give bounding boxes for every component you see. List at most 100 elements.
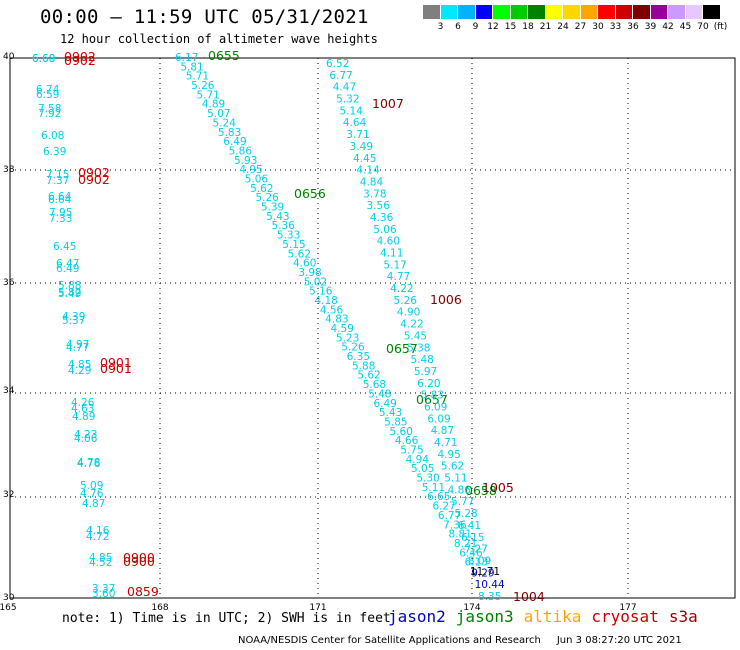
scale-swatch	[650, 5, 668, 19]
wave-height-value: 4.06	[74, 433, 98, 445]
pass-time-label: 1007	[372, 96, 404, 111]
wave-height-value: 4.39	[62, 311, 85, 323]
wave-height-value: 6.49	[223, 136, 246, 148]
wave-height-value: 4.78	[77, 457, 100, 469]
scale-swatch	[633, 5, 651, 19]
pass-time-label: 1004	[513, 589, 545, 604]
scale-swatch	[598, 5, 616, 19]
wave-height-value: 4.89	[202, 99, 225, 111]
wave-height-value: 5.45	[404, 330, 427, 342]
credit-text: NOAA/NESDIS Center for Satellite Applica…	[238, 635, 541, 646]
color-scale-bar	[423, 5, 721, 19]
scale-swatch	[563, 5, 581, 19]
pass-time-label: 0657	[416, 392, 448, 407]
satellite-legend: jason2 jason3 altika cryosat s3a	[388, 607, 708, 626]
page-subtitle: 12 hour collection of altimeter wave hei…	[60, 32, 378, 46]
wave-height-value: 4.11	[380, 248, 403, 260]
legend-item-altika: altika	[523, 607, 582, 626]
wave-height-value: 5.24	[213, 117, 237, 129]
wave-height-value: 5.88	[58, 280, 81, 292]
scale-label: 70	[697, 22, 709, 32]
wave-height-value: 5.93	[234, 155, 257, 167]
x-tick-label: 177	[619, 603, 636, 613]
wave-height-value: 5.05	[411, 463, 434, 475]
wave-height-value: 6.74	[36, 84, 60, 96]
wave-height-value: 4.84	[360, 176, 384, 188]
wave-height-value: 7.92	[38, 108, 61, 120]
pass-time-label: 1005	[482, 480, 514, 495]
wave-height-value: 8.21	[454, 538, 477, 550]
wave-height-value: 6.09	[424, 401, 447, 413]
wave-height-value: 6.49	[373, 398, 396, 410]
wave-height-value: 4.87	[82, 498, 105, 510]
wave-height-value: 4.60	[293, 258, 316, 270]
wave-height-value: 4.14	[356, 165, 380, 177]
wave-height-value: 5.37	[62, 315, 85, 327]
scale-label: 24	[557, 22, 569, 32]
grid-lines	[10, 58, 735, 598]
wave-height-value: 7.58	[38, 103, 61, 115]
wave-height-value: 5.83	[218, 127, 241, 139]
pass-time-label: 0902	[78, 165, 110, 180]
wave-height-value: 6.77	[438, 510, 461, 522]
wave-height-value: 4.56	[320, 304, 344, 316]
scale-label: 42	[662, 22, 674, 32]
scale-label: 27	[574, 22, 587, 32]
wave-height-value: 6.59	[36, 89, 59, 101]
wave-height-value: 5.62	[250, 183, 273, 195]
wave-height-value: 5.62	[357, 370, 380, 382]
scale-label: 45	[679, 22, 692, 32]
wave-height-value: 11.71	[470, 566, 500, 578]
wave-height-value: 3.37	[92, 583, 115, 595]
wave-height-value: 3.71	[346, 129, 369, 141]
wave-height-value: 5.43	[379, 407, 402, 419]
wave-height-value: 5.97	[414, 366, 437, 378]
legend-item-jason3: jason3	[455, 607, 514, 626]
wave-height-value: 5.48	[368, 388, 391, 400]
wave-height-value: 4.64	[343, 117, 367, 129]
credit-line: NOAA/NESDIS Center for Satellite Applica…	[238, 635, 682, 646]
scale-swatch	[545, 5, 563, 19]
wave-height-value: 4.83	[325, 314, 348, 326]
wave-height-value: 5.81	[180, 61, 203, 73]
wave-height-value: 5.32	[336, 94, 359, 106]
wave-height-value: 4.77	[66, 342, 89, 354]
wave-height-value: 4.16	[86, 525, 110, 537]
wave-height-value: 7.95	[49, 207, 72, 219]
wave-height-value: 5.06	[373, 224, 397, 236]
x-tick-label: 174	[463, 603, 480, 613]
pass-time-label: 0656	[294, 186, 326, 201]
wave-height-value: 3.98	[298, 267, 321, 279]
scale-label: 3	[437, 22, 444, 32]
wave-height-value: 4.97	[66, 339, 89, 351]
wave-height-value: 5.26	[191, 80, 215, 92]
x-tick-label: 165	[0, 603, 17, 613]
wave-height-value: 5.68	[363, 379, 386, 391]
wave-height-value: 6.27	[432, 501, 455, 513]
pass-time-label: 0900	[123, 550, 155, 565]
scale-swatch	[668, 5, 686, 19]
wave-height-value: 5.62	[288, 248, 311, 260]
wave-height-value: 4.22	[400, 319, 423, 331]
scale-swatch	[528, 5, 546, 19]
wave-height-value: 4.36	[370, 212, 394, 224]
wave-height-value: 5.23	[336, 332, 359, 344]
wave-height-value: 5.06	[245, 173, 269, 185]
wave-height-value: 6.35	[347, 351, 370, 363]
wave-height-value: 6.17	[175, 52, 198, 64]
wave-height-value: 7.27	[464, 544, 487, 556]
wave-height-value: 7.15	[46, 169, 69, 181]
wave-height-value: 4.85	[68, 359, 91, 371]
wave-height-value: 5.26	[394, 295, 418, 307]
satellite-tracks: 6.686.69 6.746.59 7.587.92 6.08 6.39 7.157.37…	[32, 48, 545, 604]
plot-frame	[9, 57, 736, 599]
scale-swatch	[458, 5, 476, 19]
scale-label: 21	[539, 22, 552, 32]
wave-height-value: 6.09	[427, 413, 450, 425]
wave-height-value: 5.82	[58, 287, 81, 299]
wave-height-value: 6.52	[326, 58, 349, 70]
y-tick-label: 30	[3, 593, 15, 603]
pass-time-label: 0902	[64, 53, 96, 68]
scale-label: 33	[609, 22, 622, 32]
